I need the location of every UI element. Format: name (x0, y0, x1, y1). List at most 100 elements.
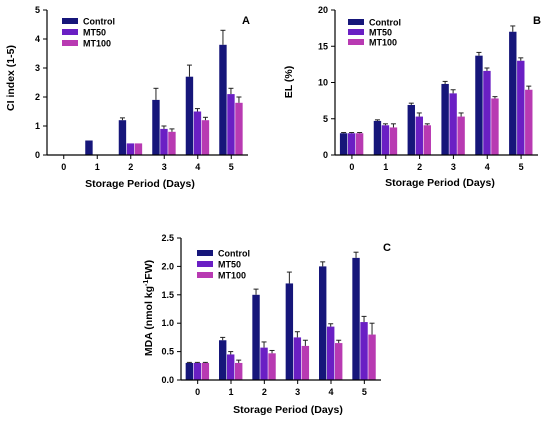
panel-b-legend-label-control: Control (369, 18, 401, 28)
panel-b: EL (%) Storage Period (Days) B 05101520 … (283, 5, 541, 189)
panel-c-bars (185, 251, 376, 380)
panel-c-bar-mt100-day-2 (268, 353, 276, 380)
panel-c-bar-mt50-day-5 (360, 322, 368, 380)
panel-c-legend-swatch-mt100 (197, 272, 213, 278)
panel-a-letter: A (242, 15, 250, 27)
panel-b-bar-mt50-day-1 (381, 125, 390, 155)
panel-c-bar-mt100-day-1 (235, 362, 243, 380)
panel-b-bar-mt100-day-1 (389, 127, 398, 155)
panel-c-legend-swatch-control (197, 250, 213, 256)
panel-c-legend-label-control: Control (218, 249, 250, 259)
panel-c-bar-mt50-day-0 (193, 362, 202, 380)
panel-a-bar-mt100-day-3 (168, 131, 176, 155)
panel-b-x-ticks: 0 1 2 3 4 5 (335, 154, 538, 172)
panel-c-x-tick-label: 3 (295, 387, 300, 397)
panel-a-bars (85, 29, 243, 155)
panel-a-bar-control-day-4 (185, 76, 194, 155)
panel-a-bar-control-day-5 (219, 44, 227, 155)
panel-b-legend-label-mt50: MT50 (369, 28, 392, 38)
panel-b-bar-mt50-day-3 (449, 93, 457, 155)
panel-c-y-tick-label: 1.5 (161, 290, 174, 300)
panel-a-bar-mt50-day-2 (126, 143, 135, 155)
panel-a-x-ticks: 0 1 2 3 4 5 (47, 154, 248, 172)
panel-a-x-tick-label: 3 (162, 162, 167, 172)
panel-a-legend-label-mt100: MT100 (83, 39, 111, 49)
panel-b-y-tick-label: 5 (323, 114, 328, 124)
panel-b-bar-mt100-day-5 (525, 89, 533, 155)
panel-b-bar-mt50-day-5 (517, 60, 525, 155)
panel-c-x-tick-label: 0 (195, 387, 200, 397)
panel-b-y-tick-label: 0 (323, 150, 328, 160)
panel-c-bar-control-day-4 (319, 266, 327, 380)
panel-b-letter: B (533, 15, 541, 27)
panel-a-y-ticks: 0 1 2 3 4 5 (35, 5, 48, 160)
panel-c: MDA (nmol kg-1FW) Storage Period (Days) … (143, 233, 391, 416)
panel-b-bar-mt100-day-4 (491, 98, 499, 155)
panel-c-x-tick-label: 4 (328, 387, 333, 397)
panel-c-x-tick-label: 1 (228, 387, 233, 397)
panel-b-legend-swatch-mt50 (348, 29, 364, 35)
panel-c-bar-control-day-2 (252, 294, 260, 380)
panel-a-legend-label-mt50: MT50 (83, 28, 106, 38)
panel-a-bar-control-day-2 (118, 120, 127, 155)
panel-c-letter: C (383, 242, 391, 254)
panel-c-legend-label-mt100: MT100 (218, 271, 246, 281)
panel-b-y-ticks: 0 5 10 15 20 (318, 5, 336, 160)
panel-c-y-axis-title-main: MDA (nmol kg (143, 286, 155, 356)
panel-c-x-tick-label: 2 (262, 387, 267, 397)
panel-c-y-axis-title-sup: -1 (143, 280, 150, 286)
panel-b-y-tick-label: 10 (318, 78, 328, 88)
panel-a-y-tick-label: 3 (35, 63, 40, 73)
panel-b-bar-control-day-4 (475, 55, 483, 155)
panel-a-bar-mt50-day-3 (160, 128, 168, 155)
panel-b-bar-control-day-3 (441, 83, 449, 155)
panel-a: CI index (1-5) Storage Period (Days) A 0… (5, 5, 250, 190)
panel-a-y-tick-label: 4 (35, 34, 40, 44)
panel-b-x-axis-title: Storage Period (Days) (385, 177, 495, 189)
panel-a-bar-mt100-day-5 (235, 102, 243, 155)
panel-c-bar-mt100-day-0 (201, 362, 210, 380)
panel-b-x-tick-label: 1 (383, 162, 388, 172)
panel-b-y-axis-title: EL (%) (283, 66, 295, 98)
panel-a-x-tick-label: 5 (229, 162, 234, 172)
panel-a-x-tick-label: 1 (95, 162, 100, 172)
panel-c-x-ticks: 0 1 2 3 4 5 (181, 379, 381, 397)
panel-a-x-tick-label: 4 (195, 162, 200, 172)
panel-a-y-tick-label: 5 (35, 5, 40, 15)
panel-b-bar-control-day-1 (373, 120, 382, 155)
panel-a-bar-mt100-day-4 (201, 120, 210, 155)
panel-c-bar-mt50-day-2 (260, 347, 268, 380)
panel-c-y-tick-label: 0.5 (161, 347, 174, 357)
panel-b-y-tick-label: 20 (318, 5, 328, 15)
panel-c-bar-mt100-day-5 (368, 334, 376, 380)
panel-b-x-tick-label: 5 (519, 162, 524, 172)
panel-a-bar-control-day-3 (152, 99, 160, 155)
panel-c-bar-control-day-3 (285, 283, 294, 380)
panel-a-y-tick-label: 0 (35, 150, 40, 160)
panel-a-legend-swatch-control (62, 18, 78, 24)
panel-b-legend-swatch-mt100 (348, 39, 364, 45)
panel-c-y-tick-label: 0.0 (161, 375, 174, 385)
panel-a-bar-mt100-day-2 (134, 143, 143, 155)
panel-b-x-tick-label: 4 (485, 162, 490, 172)
panel-a-x-tick-label: 2 (128, 162, 133, 172)
panel-c-bar-mt50-day-1 (227, 354, 235, 380)
panel-b-bar-mt100-day-3 (457, 116, 465, 155)
panel-c-y-axis-title: MDA (nmol kg-1FW) (143, 260, 155, 356)
panel-a-x-tick-label: 0 (61, 162, 66, 172)
panel-c-bar-control-day-1 (219, 340, 227, 380)
panel-a-legend-label-control: Control (83, 17, 115, 27)
panel-b-bar-control-day-0 (339, 133, 348, 155)
panel-c-y-tick-label: 1.0 (161, 318, 174, 328)
panel-c-y-axis-title-tail: FW) (143, 260, 155, 280)
panel-b-bar-mt50-day-2 (415, 116, 423, 155)
panel-c-y-tick-label: 2.5 (161, 233, 174, 243)
panel-a-bar-mt50-day-4 (193, 111, 202, 155)
panel-c-bar-mt50-day-3 (293, 337, 302, 380)
panel-b-bar-control-day-2 (407, 104, 415, 155)
panel-b-legend-swatch-control (348, 19, 364, 25)
